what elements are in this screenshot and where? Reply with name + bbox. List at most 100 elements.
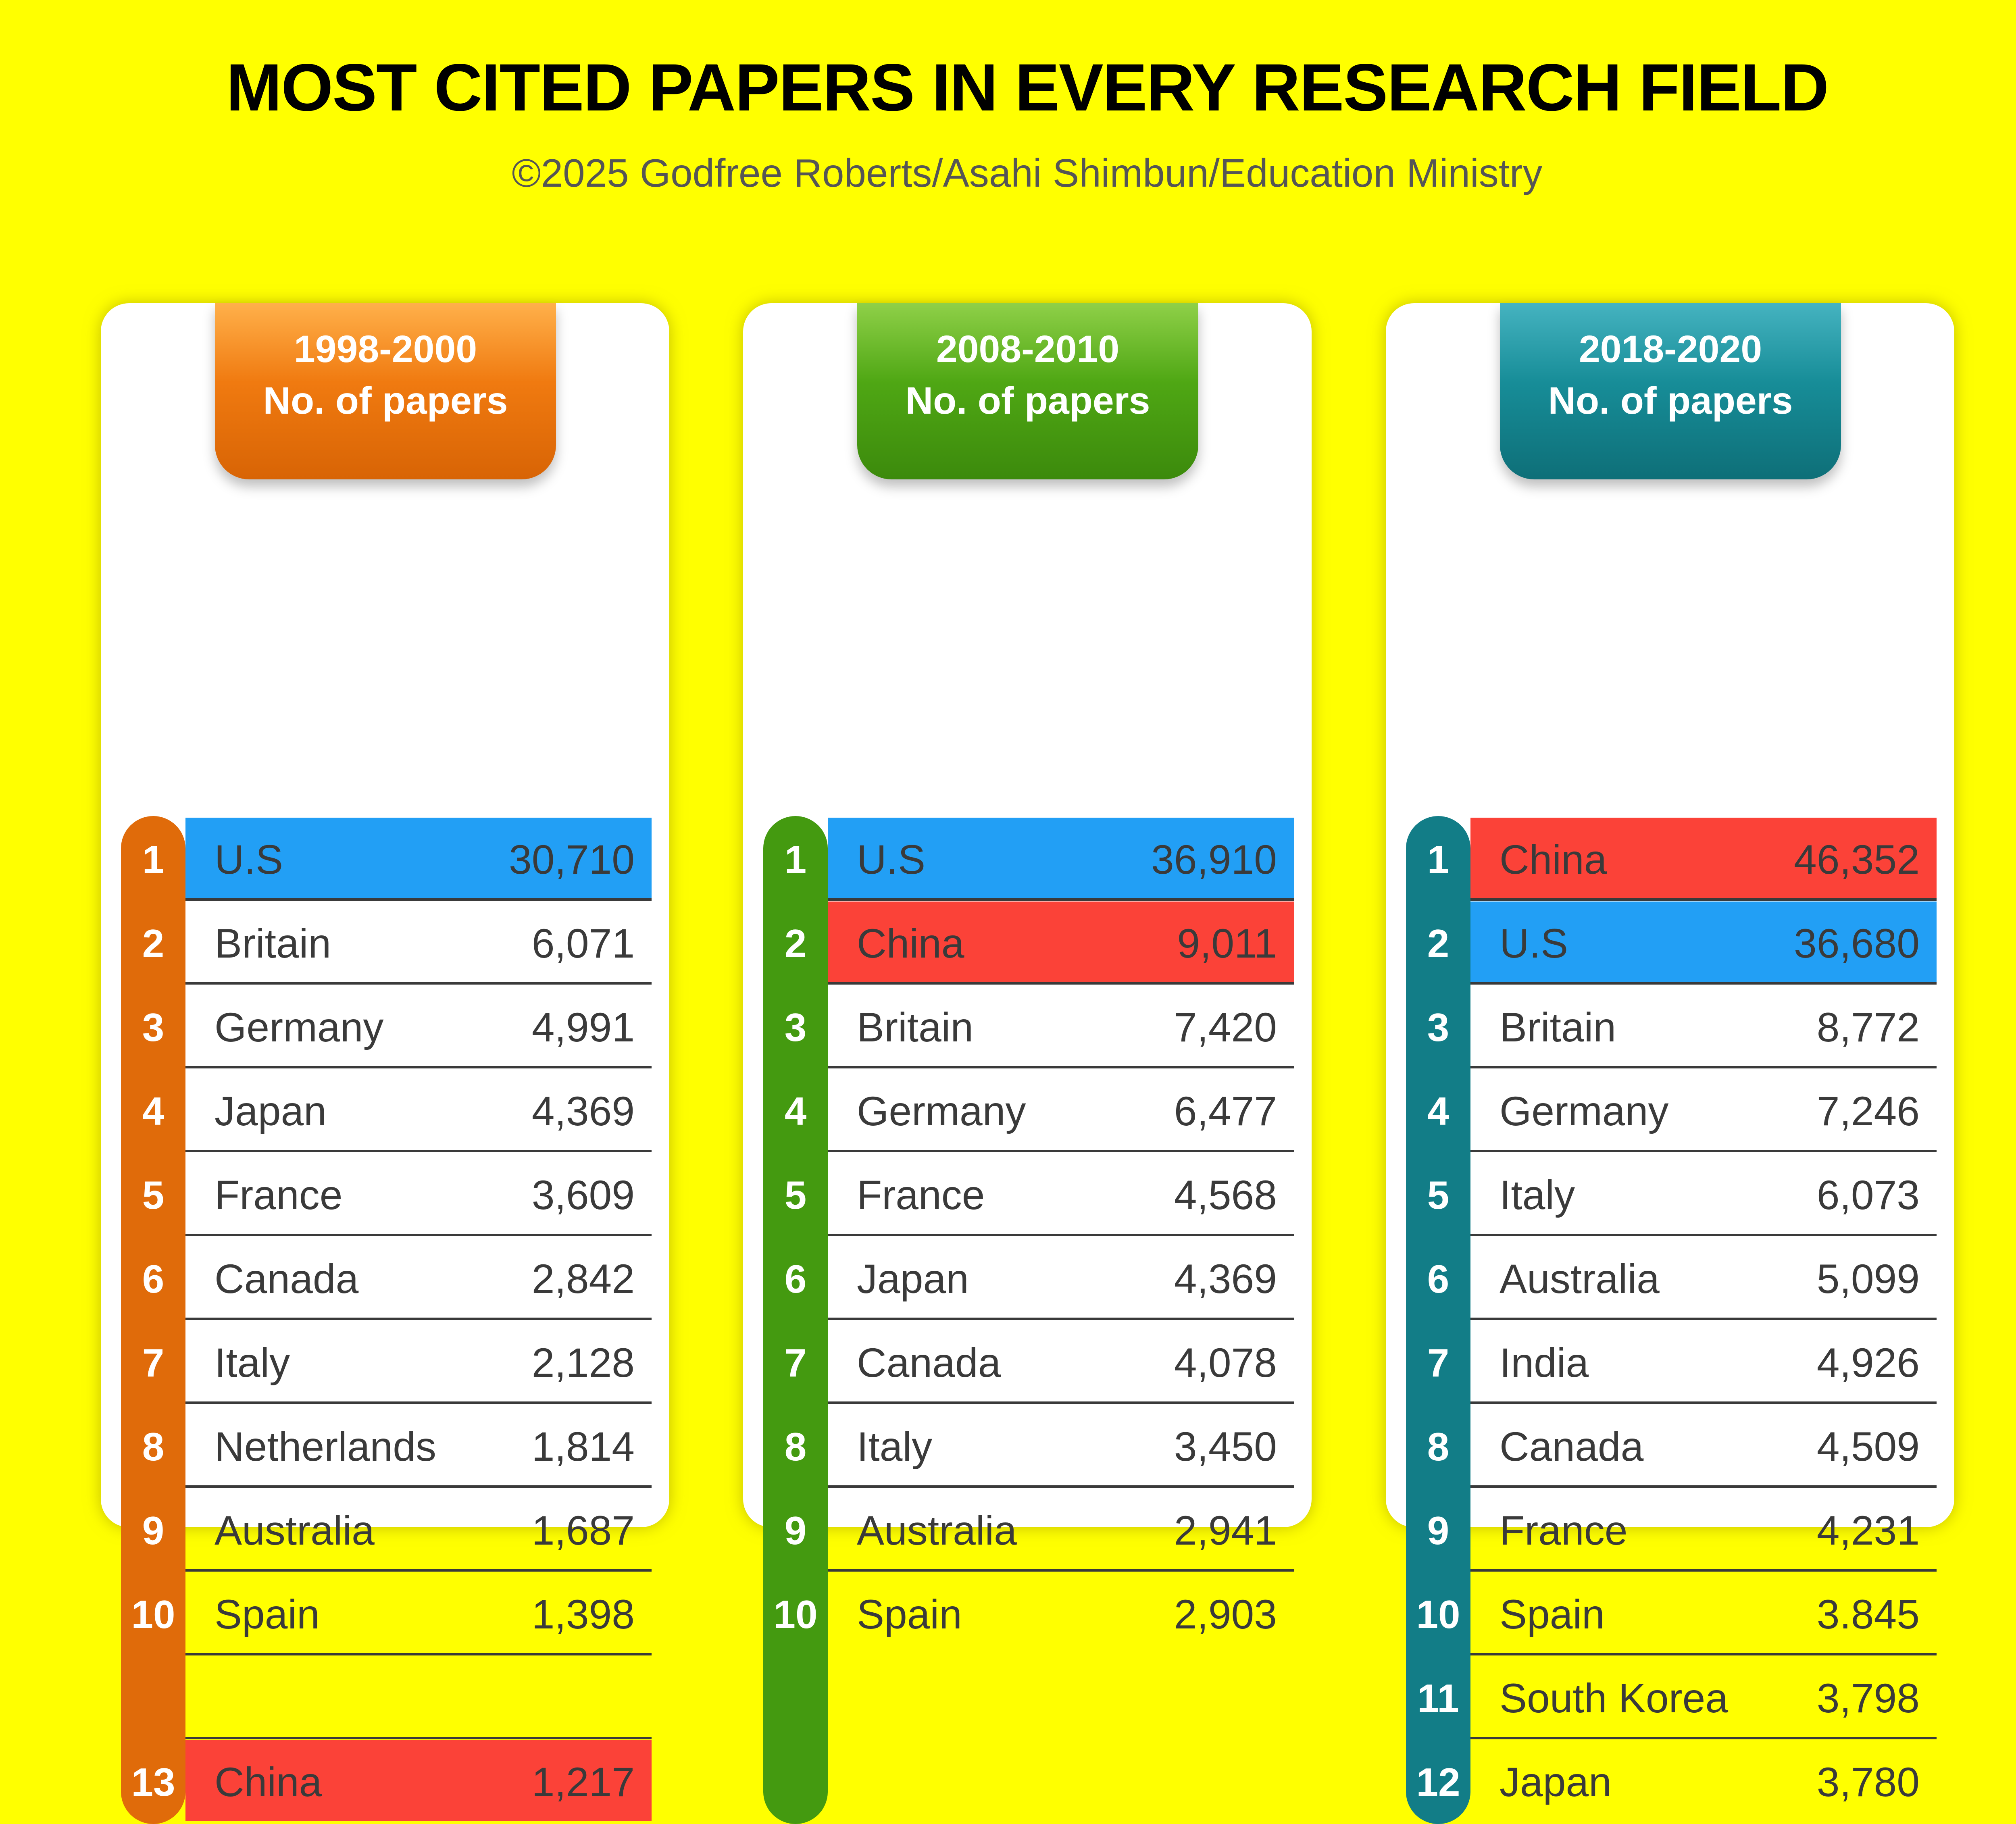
rank-number: 1 [784,837,807,882]
paper-count: 3,609 [531,1172,635,1218]
paper-count: 6,071 [531,920,635,966]
paper-count: 4,568 [1174,1172,1277,1218]
paper-count: 3,798 [1816,1675,1920,1721]
table-row: 3 Britain 7,420 [743,985,1312,1069]
rank-number: 4 [784,1089,807,1133]
rank-number: 4 [1427,1089,1450,1133]
paper-count: 3.845 [1816,1591,1920,1637]
rank-number: 3 [142,1005,165,1049]
row-divider [185,982,652,985]
country-name: Spain [1500,1591,1605,1637]
paper-count: 1,814 [531,1424,635,1470]
table-row: 1 China 46,352 [1386,818,1954,902]
paper-count: 46,352 [1794,837,1920,883]
rank-number: 7 [142,1341,165,1385]
chart-subtitle: ©2025 Godfree Roberts/Asahi Shimbun/Educ… [512,151,1543,195]
rank-number: 8 [1427,1424,1450,1469]
table-row: 8 Italy 3,450 [743,1405,1312,1489]
paper-count: 36,910 [1151,837,1277,883]
paper-count: 2,128 [531,1340,635,1386]
period-label: 2018-2020 [1579,328,1762,371]
rank-number: 7 [1427,1341,1450,1385]
table-row: 10 Spain 3.845 [1386,1572,1954,1656]
row-divider [1470,1569,1937,1572]
table-row: 3 Britain 8,772 [1386,985,1954,1069]
paper-count: 30,710 [509,837,635,883]
paper-count: 2,842 [531,1256,635,1302]
table-row: 13 China 1,217 [101,1740,669,1824]
paper-count: 1,398 [531,1591,635,1637]
table-row: 7 Italy 2,128 [101,1321,669,1405]
row-divider [185,1150,652,1152]
us-highlight [1470,902,1937,982]
country-name: China [857,920,964,966]
paper-count: 1,687 [531,1508,635,1553]
country-name: China [1500,837,1607,883]
row-divider [185,898,652,901]
country-name: Japan [215,1088,327,1134]
country-name: Italy [857,1424,933,1470]
paper-count: 6,477 [1174,1088,1277,1134]
rank-number: 9 [1427,1508,1450,1553]
row-divider [828,1401,1294,1404]
country-name: Germany [857,1088,1026,1134]
country-name: France [1500,1508,1628,1553]
country-name: Italy [215,1340,290,1386]
paper-count: 4,991 [531,1004,635,1050]
rank-number: 6 [142,1257,165,1301]
paper-count: 1,217 [531,1759,635,1805]
rank-number: 1 [142,837,165,882]
row-divider [828,1485,1294,1488]
paper-count: 4,369 [531,1088,635,1134]
table-row: 8 Canada 4,509 [1386,1405,1954,1489]
period-label: 1998-2000 [294,328,477,371]
rank-number: 8 [142,1424,165,1469]
row-divider [1470,1234,1937,1236]
country-name: Australia [215,1508,375,1553]
column-header: No. of papers [905,379,1150,422]
rank-number: 7 [784,1341,807,1385]
country-name: Spain [857,1591,962,1637]
country-name: India [1500,1340,1589,1386]
country-name: Spain [215,1591,320,1637]
china-highlight [1470,818,1937,898]
paper-count: 4,231 [1816,1508,1920,1553]
table-row: 6 Japan 4,369 [743,1237,1312,1321]
row-divider [1470,1485,1937,1488]
rank-number: 2 [784,921,807,966]
table-row: 5 France 4,568 [743,1153,1312,1237]
country-name: Canada [1500,1424,1644,1470]
paper-count: 4,509 [1816,1424,1920,1470]
table-row: 8 Netherlands 1,814 [101,1405,669,1489]
rank-number: 13 [131,1760,175,1804]
country-name: U.S [857,837,926,883]
country-name: U.S [1500,920,1568,966]
rank-number: 3 [1427,1005,1450,1049]
country-name: Japan [1500,1759,1612,1805]
rank-number: 1 [1427,837,1450,882]
country-name: South Korea [1500,1675,1729,1721]
table-row: 1 U.S 30,710 [101,818,669,902]
country-name: Germany [1500,1088,1669,1134]
rank-number: 9 [784,1508,807,1553]
country-name: Britain [857,1004,974,1050]
row-divider [185,1234,652,1236]
rank-number: 6 [784,1257,807,1301]
table-row: 3 Germany 4,991 [101,985,669,1069]
column-header: No. of papers [1548,379,1793,422]
table-row: 9 Australia 1,687 [101,1489,669,1572]
country-name: France [857,1172,985,1218]
table-row: 4 Germany 7,246 [1386,1069,1954,1153]
table-row: 7 India 4,926 [1386,1321,1954,1405]
paper-count: 4,926 [1816,1340,1920,1386]
country-name: Australia [1500,1256,1660,1302]
rank-number: 5 [142,1173,165,1217]
row-divider [1470,1401,1937,1404]
row-divider [828,1234,1294,1236]
paper-count: 2,903 [1174,1591,1277,1637]
country-name: Britain [1500,1004,1616,1050]
rank-number: 9 [142,1508,165,1553]
table-row: 6 Australia 5,099 [1386,1237,1954,1321]
row-divider [1470,1318,1937,1320]
table-row: 5 France 3,609 [101,1153,669,1237]
